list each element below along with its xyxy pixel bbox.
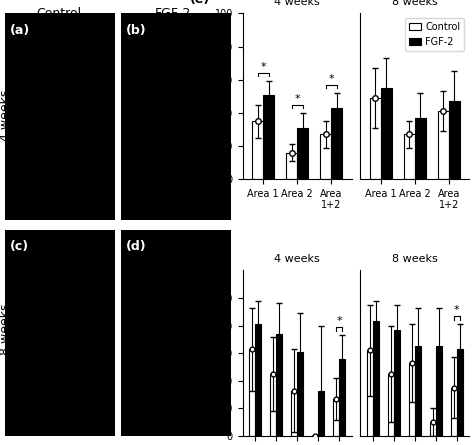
Bar (370, 98, 381, 179)
Text: 8 weeks: 8 weeks (0, 303, 12, 355)
Bar (415, 346, 420, 436)
Bar (451, 388, 456, 436)
Bar (291, 391, 297, 436)
Text: (d): (d) (127, 240, 147, 253)
Text: (a): (a) (10, 24, 30, 36)
Text: *: * (454, 305, 459, 315)
Text: (f): (f) (191, 251, 208, 263)
Title: 4 weeks: 4 weeks (274, 0, 320, 7)
Bar (297, 128, 308, 179)
Bar (339, 359, 345, 436)
Bar (263, 95, 274, 179)
Y-axis label: Length of BIC (%): Length of BIC (%) (199, 311, 209, 396)
Bar (456, 349, 463, 436)
Bar (415, 118, 426, 179)
Bar (270, 374, 276, 436)
Bar (367, 351, 373, 436)
Bar (276, 334, 282, 436)
Bar (449, 101, 460, 179)
Bar (252, 121, 263, 179)
Bar (373, 321, 379, 436)
Bar (249, 349, 255, 436)
Bar (320, 134, 331, 179)
Bar (318, 391, 324, 436)
Bar (430, 422, 436, 436)
Bar (381, 88, 392, 179)
Bar (438, 111, 449, 179)
Title: 8 weeks: 8 weeks (392, 254, 438, 264)
Text: *: * (328, 74, 334, 84)
Text: (e): (e) (191, 0, 210, 7)
Bar (404, 134, 415, 179)
Legend: Control, FGF-2: Control, FGF-2 (405, 18, 465, 51)
Bar (297, 352, 303, 436)
Title: 4 weeks: 4 weeks (274, 254, 320, 264)
Bar (436, 346, 442, 436)
Bar (255, 324, 261, 436)
Text: *: * (294, 94, 300, 104)
Text: *: * (260, 62, 266, 72)
Text: (c): (c) (10, 240, 29, 253)
Text: 4 weeks: 4 weeks (0, 90, 12, 142)
Bar (394, 330, 400, 436)
Bar (333, 399, 339, 436)
Text: Control: Control (36, 7, 82, 20)
Bar (331, 108, 342, 179)
Text: *: * (336, 316, 342, 326)
Text: (b): (b) (127, 24, 147, 36)
Bar (409, 363, 415, 436)
Bar (286, 153, 297, 179)
Bar (388, 374, 394, 436)
Text: FGF-2: FGF-2 (155, 7, 191, 20)
Y-axis label: New bone area (%): New bone area (%) (199, 49, 209, 143)
Title: 8 weeks: 8 weeks (392, 0, 438, 7)
